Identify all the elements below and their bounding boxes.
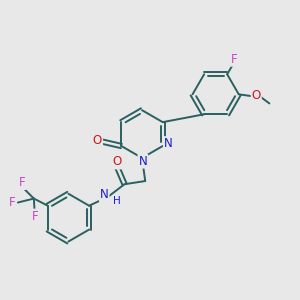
Text: F: F: [32, 210, 39, 223]
Text: F: F: [19, 176, 25, 189]
Text: F: F: [9, 196, 16, 209]
Text: O: O: [93, 134, 102, 147]
Text: O: O: [252, 89, 261, 102]
Text: F: F: [231, 53, 237, 66]
Text: N: N: [164, 137, 173, 150]
Text: N: N: [139, 154, 147, 168]
Text: H: H: [113, 196, 121, 206]
Text: O: O: [112, 155, 121, 168]
Text: N: N: [100, 188, 109, 201]
